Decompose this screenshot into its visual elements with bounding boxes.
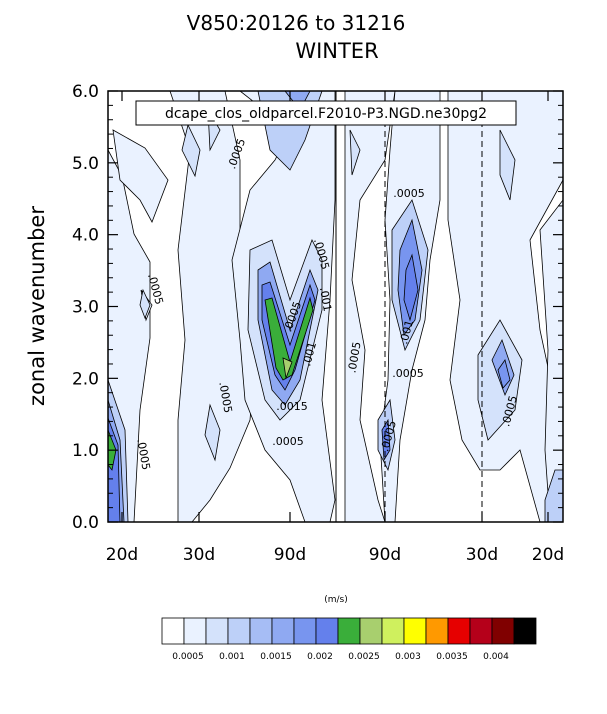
x-tick-label: 30d xyxy=(466,545,498,565)
contour-label: .001 xyxy=(317,286,334,312)
colorbar-level-label: 0.002 xyxy=(307,652,333,662)
contour-label: .0005 xyxy=(216,381,234,414)
y-tick-label: 5.0 xyxy=(72,154,99,174)
colorbar-swatch xyxy=(249,617,273,645)
x-tick-label: 20d xyxy=(532,545,564,565)
contour-label: .001 xyxy=(300,341,319,368)
colorbar-swatch xyxy=(205,617,229,645)
y-tick-label: 2.0 xyxy=(72,369,99,389)
colorbar-swatch xyxy=(315,617,339,645)
colorbar-swatch xyxy=(227,617,251,645)
contour-fill-level-2 xyxy=(499,129,516,201)
colorbar-level-label: 0.0035 xyxy=(436,652,468,662)
contour-fill-level-1 xyxy=(169,90,261,523)
contour-fill-level-2 xyxy=(349,129,361,176)
colorbar-swatch xyxy=(271,617,295,645)
figure-title: WINTER xyxy=(295,39,378,63)
case-label-box xyxy=(135,100,517,126)
contour-fill-level-9 xyxy=(282,357,293,380)
contour-fill-level-6 xyxy=(381,418,391,462)
contour-label: .0005 xyxy=(392,367,424,380)
colorbar-level-label: 0.0025 xyxy=(348,652,380,662)
colorbar-swatch xyxy=(403,617,427,645)
contour-fill-level-1 xyxy=(112,129,169,223)
colorbar-swatch xyxy=(337,617,361,645)
colorbar-swatch xyxy=(491,617,515,645)
y-tick-label: 3.0 xyxy=(72,298,99,318)
contour-fill-level-2 xyxy=(181,123,201,178)
x-tick-label: 90d xyxy=(369,545,401,565)
colorbar-swatch xyxy=(447,617,471,645)
contour-label: .001 xyxy=(397,319,416,346)
contour-label: .0005 xyxy=(134,438,152,471)
colorbar-level-label: 0.001 xyxy=(219,652,245,662)
contour-label: .0005 xyxy=(345,341,363,374)
colorbar-swatch xyxy=(381,617,405,645)
contour-fill-level-8 xyxy=(264,296,314,381)
contour-label: .0005 xyxy=(272,435,304,448)
contour-fill-level-7 xyxy=(403,253,419,322)
colorbar-swatch xyxy=(359,617,383,645)
colorbar-level-label: 0.004 xyxy=(483,652,509,662)
colorbar-swatch xyxy=(183,617,207,645)
colorbar-level-label: 0.0005 xyxy=(172,652,204,662)
y-tick-label: 0.0 xyxy=(72,513,99,533)
contour-label: .0005 xyxy=(393,187,425,200)
x-axis: 20d 30d 90d 90d 30d 20d xyxy=(106,91,564,565)
colorbar-level-label: 0.003 xyxy=(395,652,421,662)
y-tick-label: 6.0 xyxy=(72,82,99,102)
y-tick-label: 1.0 xyxy=(72,441,99,461)
x-tick-label: 20d xyxy=(106,545,138,565)
plot-area: .0005.0005.0005.0005.0005.0005.0005.001.… xyxy=(107,90,564,523)
x-tick-label: 90d xyxy=(274,545,306,565)
contour-fill-level-2 xyxy=(204,403,221,462)
colorbar-swatch xyxy=(161,617,185,645)
y-axis: 0.0 1.0 2.0 3.0 4.0 5.0 6.0 xyxy=(72,82,563,533)
case-label: dcape_clos_oldparcel.F2010-P3.NGD.ne30pg… xyxy=(165,106,487,122)
contour-fill-level-6 xyxy=(497,359,511,389)
colorbar: 0.0005 0.001 0.0015 0.002 0.0025 0.003 0.0035 0… xyxy=(161,617,537,662)
colorbar-units: (m/s) xyxy=(324,595,348,605)
y-tick-label: 4.0 xyxy=(72,226,99,246)
contour-fills xyxy=(107,90,564,523)
y-axis-label: zonal wavenumber xyxy=(25,206,49,406)
figure-subtitle: V850:20126 to 31216 xyxy=(187,11,406,35)
contour-fill-level-2 xyxy=(139,288,151,320)
colorbar-swatch xyxy=(469,617,493,645)
colorbar-swatch xyxy=(293,617,317,645)
x-tick-label: 30d xyxy=(183,545,215,565)
contour-label: .0015 xyxy=(276,400,308,413)
colorbar-swatch xyxy=(425,617,449,645)
colorbar-level-label: 0.0015 xyxy=(260,652,292,662)
colorbar-swatch xyxy=(513,617,537,645)
